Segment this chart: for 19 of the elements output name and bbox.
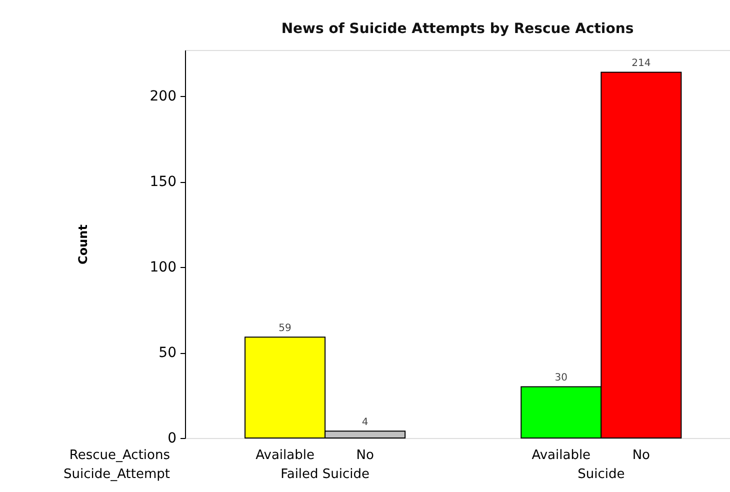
y-tick-label: 100 [150,260,176,276]
text: Rescue_Actions [69,448,170,463]
data-label: 4 [362,417,368,428]
data-label: 59 [278,323,292,334]
data-label: 214 [632,58,651,70]
x-tick-label: Available [256,448,314,463]
x-tick-label: Available [532,448,591,463]
text: Suicide_Attempt [64,467,170,482]
y-tick-label: 0 [168,430,176,446]
x-tick-label: No [632,448,650,463]
text: Failed Suicide [280,467,370,482]
chart-title: News of Suicide Attempts by Rescue Actions [281,21,634,37]
y-tick-label: 50 [158,345,176,362]
y-tick-label: 150 [150,174,176,190]
y-axis-title: Count [76,224,90,264]
text: Suicide [578,467,625,482]
x-tick-label: No [356,448,374,463]
data-label: 30 [554,372,568,384]
y-tick-label: 200 [150,88,176,105]
